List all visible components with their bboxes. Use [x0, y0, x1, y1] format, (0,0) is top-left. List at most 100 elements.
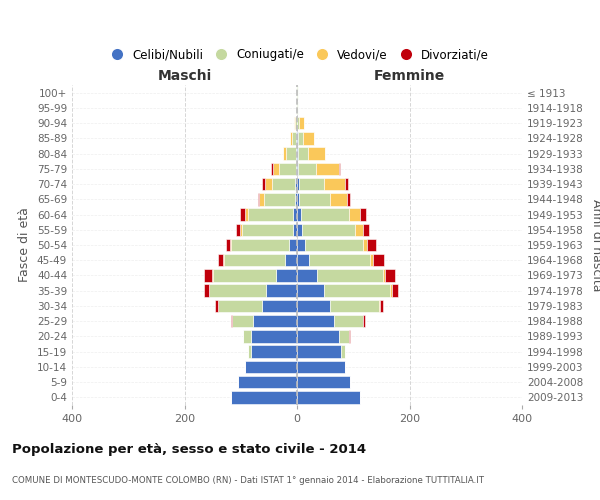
- Bar: [204, 284, 209, 297]
- Bar: [298, 148, 308, 160]
- Bar: [279, 162, 296, 175]
- Bar: [275, 269, 297, 281]
- Bar: [299, 178, 324, 190]
- Bar: [242, 224, 293, 236]
- Bar: [274, 162, 279, 175]
- Bar: [303, 132, 314, 144]
- Bar: [301, 208, 349, 221]
- Bar: [286, 148, 296, 160]
- Bar: [367, 239, 376, 251]
- Bar: [391, 284, 392, 297]
- Bar: [392, 284, 398, 297]
- Bar: [272, 178, 295, 190]
- Bar: [308, 148, 325, 160]
- Bar: [297, 148, 298, 160]
- Bar: [338, 162, 340, 175]
- Bar: [297, 117, 299, 130]
- Y-axis label: Anni di nascita: Anni di nascita: [590, 198, 600, 291]
- Bar: [346, 178, 348, 190]
- Bar: [236, 224, 240, 236]
- Bar: [330, 193, 347, 205]
- Bar: [251, 330, 297, 342]
- Bar: [262, 178, 265, 190]
- Bar: [292, 132, 296, 144]
- Bar: [283, 148, 286, 160]
- Bar: [257, 193, 259, 205]
- Bar: [297, 376, 350, 388]
- Bar: [364, 315, 365, 328]
- Bar: [297, 360, 345, 373]
- Bar: [297, 162, 298, 175]
- Bar: [360, 208, 365, 221]
- Bar: [298, 162, 316, 175]
- Text: COMUNE DI MONTESCUDO-MONTE COLOMBO (RN) - Dati ISTAT 1° gennaio 2014 - Elaborazi: COMUNE DI MONTESCUDO-MONTE COLOMBO (RN) …: [12, 476, 484, 485]
- Bar: [355, 224, 364, 236]
- Bar: [243, 330, 251, 342]
- Bar: [230, 315, 232, 328]
- Bar: [264, 193, 295, 205]
- Bar: [248, 208, 293, 221]
- Bar: [379, 300, 380, 312]
- Bar: [297, 284, 324, 297]
- Bar: [224, 254, 284, 266]
- Bar: [296, 148, 297, 160]
- Bar: [231, 239, 289, 251]
- Text: Femmine: Femmine: [374, 70, 445, 84]
- Bar: [383, 269, 385, 281]
- Bar: [295, 193, 297, 205]
- Bar: [305, 239, 363, 251]
- Bar: [248, 346, 251, 358]
- Bar: [297, 178, 299, 190]
- Bar: [230, 239, 231, 251]
- Bar: [298, 132, 303, 144]
- Bar: [226, 239, 230, 251]
- Bar: [293, 208, 297, 221]
- Bar: [339, 330, 349, 342]
- Bar: [334, 315, 363, 328]
- Bar: [310, 254, 370, 266]
- Bar: [363, 239, 367, 251]
- Bar: [296, 162, 297, 175]
- Bar: [317, 269, 383, 281]
- Bar: [293, 224, 297, 236]
- Bar: [297, 346, 341, 358]
- Bar: [295, 117, 297, 130]
- Bar: [239, 208, 245, 221]
- Bar: [297, 254, 310, 266]
- Bar: [218, 300, 262, 312]
- Bar: [297, 300, 329, 312]
- Bar: [232, 315, 253, 328]
- Bar: [230, 391, 297, 404]
- Bar: [284, 254, 297, 266]
- Bar: [238, 376, 297, 388]
- Bar: [215, 300, 218, 312]
- Bar: [271, 162, 274, 175]
- Bar: [289, 239, 297, 251]
- Bar: [245, 360, 297, 373]
- Legend: Celibi/Nubili, Coniugati/e, Vedovi/e, Divorziati/e: Celibi/Nubili, Coniugati/e, Vedovi/e, Di…: [103, 46, 491, 64]
- Y-axis label: Fasce di età: Fasce di età: [19, 208, 31, 282]
- Bar: [297, 391, 360, 404]
- Bar: [253, 315, 297, 328]
- Bar: [329, 300, 379, 312]
- Bar: [297, 239, 305, 251]
- Bar: [259, 193, 264, 205]
- Text: Maschi: Maschi: [157, 70, 212, 84]
- Bar: [262, 300, 297, 312]
- Bar: [364, 224, 369, 236]
- Bar: [297, 193, 299, 205]
- Bar: [266, 284, 297, 297]
- Text: Popolazione per età, sesso e stato civile - 2014: Popolazione per età, sesso e stato civil…: [12, 442, 366, 456]
- Bar: [297, 208, 301, 221]
- Bar: [209, 284, 266, 297]
- Bar: [302, 224, 355, 236]
- Bar: [380, 300, 383, 312]
- Bar: [212, 269, 275, 281]
- Bar: [245, 208, 248, 221]
- Bar: [316, 162, 338, 175]
- Bar: [299, 193, 330, 205]
- Bar: [265, 178, 272, 190]
- Bar: [294, 117, 295, 130]
- Bar: [385, 269, 395, 281]
- Bar: [349, 208, 360, 221]
